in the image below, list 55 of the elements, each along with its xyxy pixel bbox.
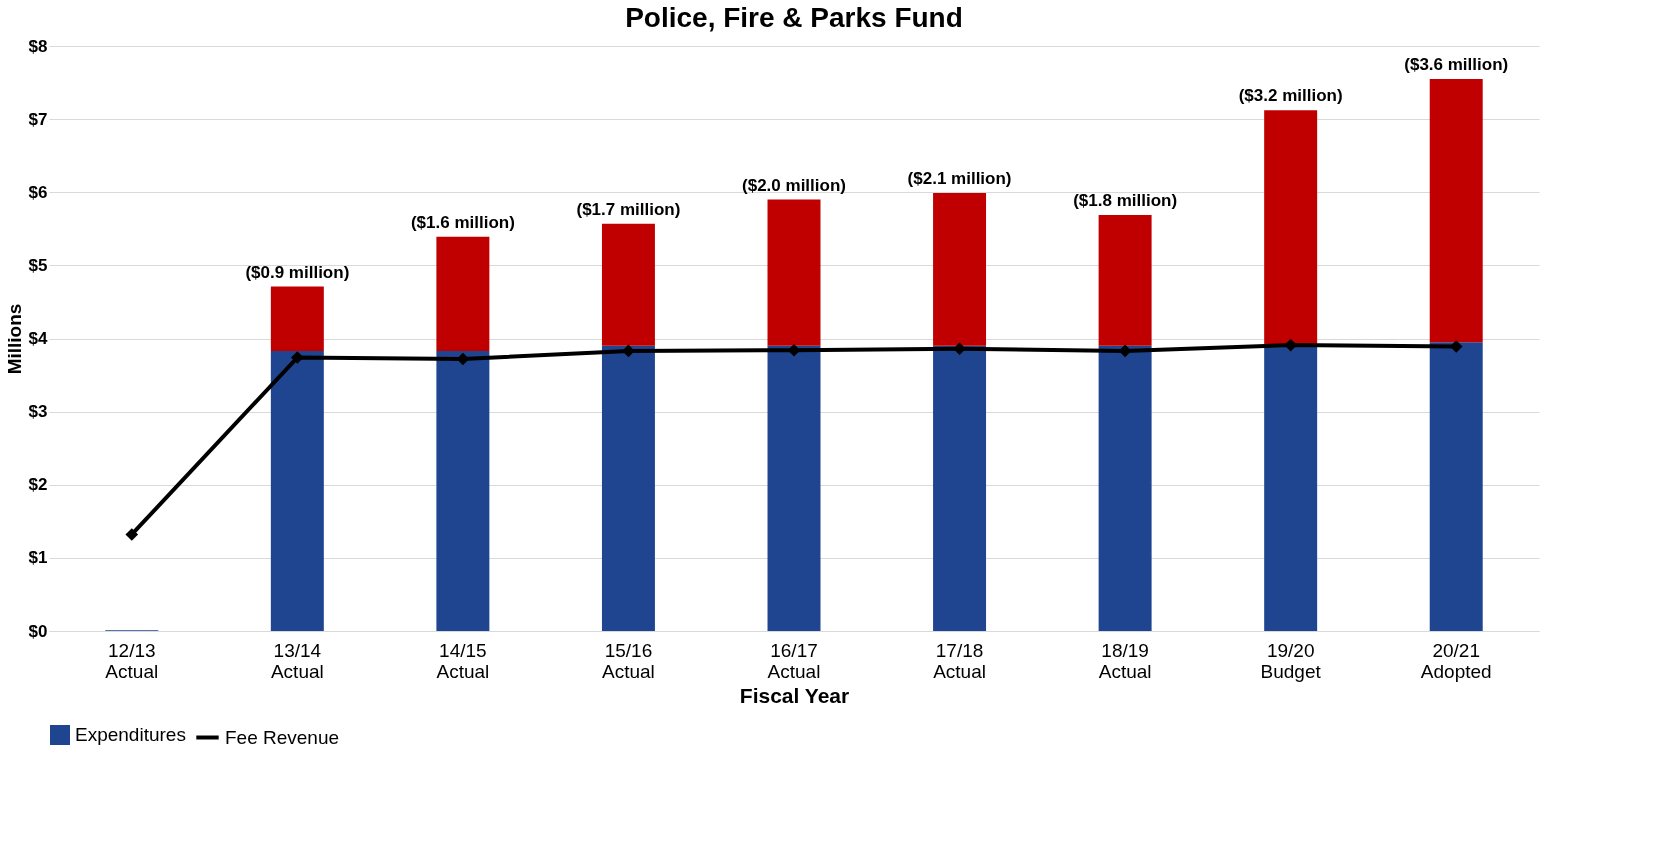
data-label: ($3.2 million) — [1238, 86, 1343, 106]
y-tick-label: $5 — [28, 255, 48, 275]
data-label: ($3.6 million) — [1404, 54, 1509, 74]
data-label: ($2.0 million) — [742, 175, 846, 195]
y-tick-label: $2 — [28, 475, 48, 495]
chart-title: Police, Fire & Parks Fund — [625, 2, 963, 33]
point — [622, 344, 635, 358]
y-tick-label: $3 — [28, 402, 48, 422]
x-tick-label: 16/17 Actual — [767, 639, 821, 682]
bar — [270, 350, 324, 631]
legend-label: Fee Revenue — [225, 726, 340, 748]
bar — [1264, 344, 1318, 631]
bar — [601, 223, 655, 346]
x-tick-label: 17/18 Actual — [933, 639, 986, 682]
point — [953, 342, 966, 356]
y-tick-label: $0 — [28, 621, 48, 641]
point — [1118, 344, 1132, 358]
point — [787, 343, 801, 357]
x-tick-label: 20/21 Adopted — [1420, 639, 1492, 682]
x-tick-label: 14/15 Actual — [436, 639, 490, 682]
bar — [270, 286, 324, 351]
y-tick-label: $8 — [28, 36, 48, 56]
bar — [1098, 345, 1152, 631]
bar — [436, 236, 490, 351]
x-tick-label: 18/19 Actual — [1098, 639, 1152, 682]
data-label: ($1.6 million) — [410, 212, 515, 232]
bar — [1098, 214, 1152, 346]
y-tick-label: $1 — [28, 548, 48, 568]
x-axis-title: Fiscal Year — [739, 683, 850, 707]
data-label: ($1.8 million) — [1073, 190, 1178, 210]
legend-label: Expenditures — [75, 724, 186, 745]
bar — [767, 199, 821, 346]
point — [1284, 338, 1297, 352]
bar — [933, 192, 987, 346]
point — [125, 528, 139, 541]
y-tick-label: $6 — [28, 182, 48, 202]
data-label: ($2.1 million) — [907, 168, 1012, 188]
data-label: ($1.7 million) — [576, 199, 681, 219]
bar — [767, 345, 821, 631]
x-tick-label: 13/14 Actual — [270, 639, 324, 682]
bar — [601, 345, 655, 631]
x-tick-label: 12/13 Actual — [105, 639, 159, 682]
bar — [1429, 342, 1483, 631]
bar — [436, 350, 490, 631]
bar — [933, 345, 987, 631]
x-tick-label: 19/20 Budget — [1260, 639, 1322, 682]
x-tick-label: 15/16 Actual — [602, 639, 655, 682]
bar — [1429, 78, 1483, 343]
point — [456, 352, 470, 366]
data-label: ($0.9 million) — [245, 262, 350, 282]
y-tick-label: $7 — [28, 109, 48, 129]
y-axis-title: Millions — [3, 303, 25, 375]
y-tick-label: $4 — [28, 329, 49, 348]
point — [1449, 340, 1463, 353]
bar — [1264, 110, 1318, 345]
